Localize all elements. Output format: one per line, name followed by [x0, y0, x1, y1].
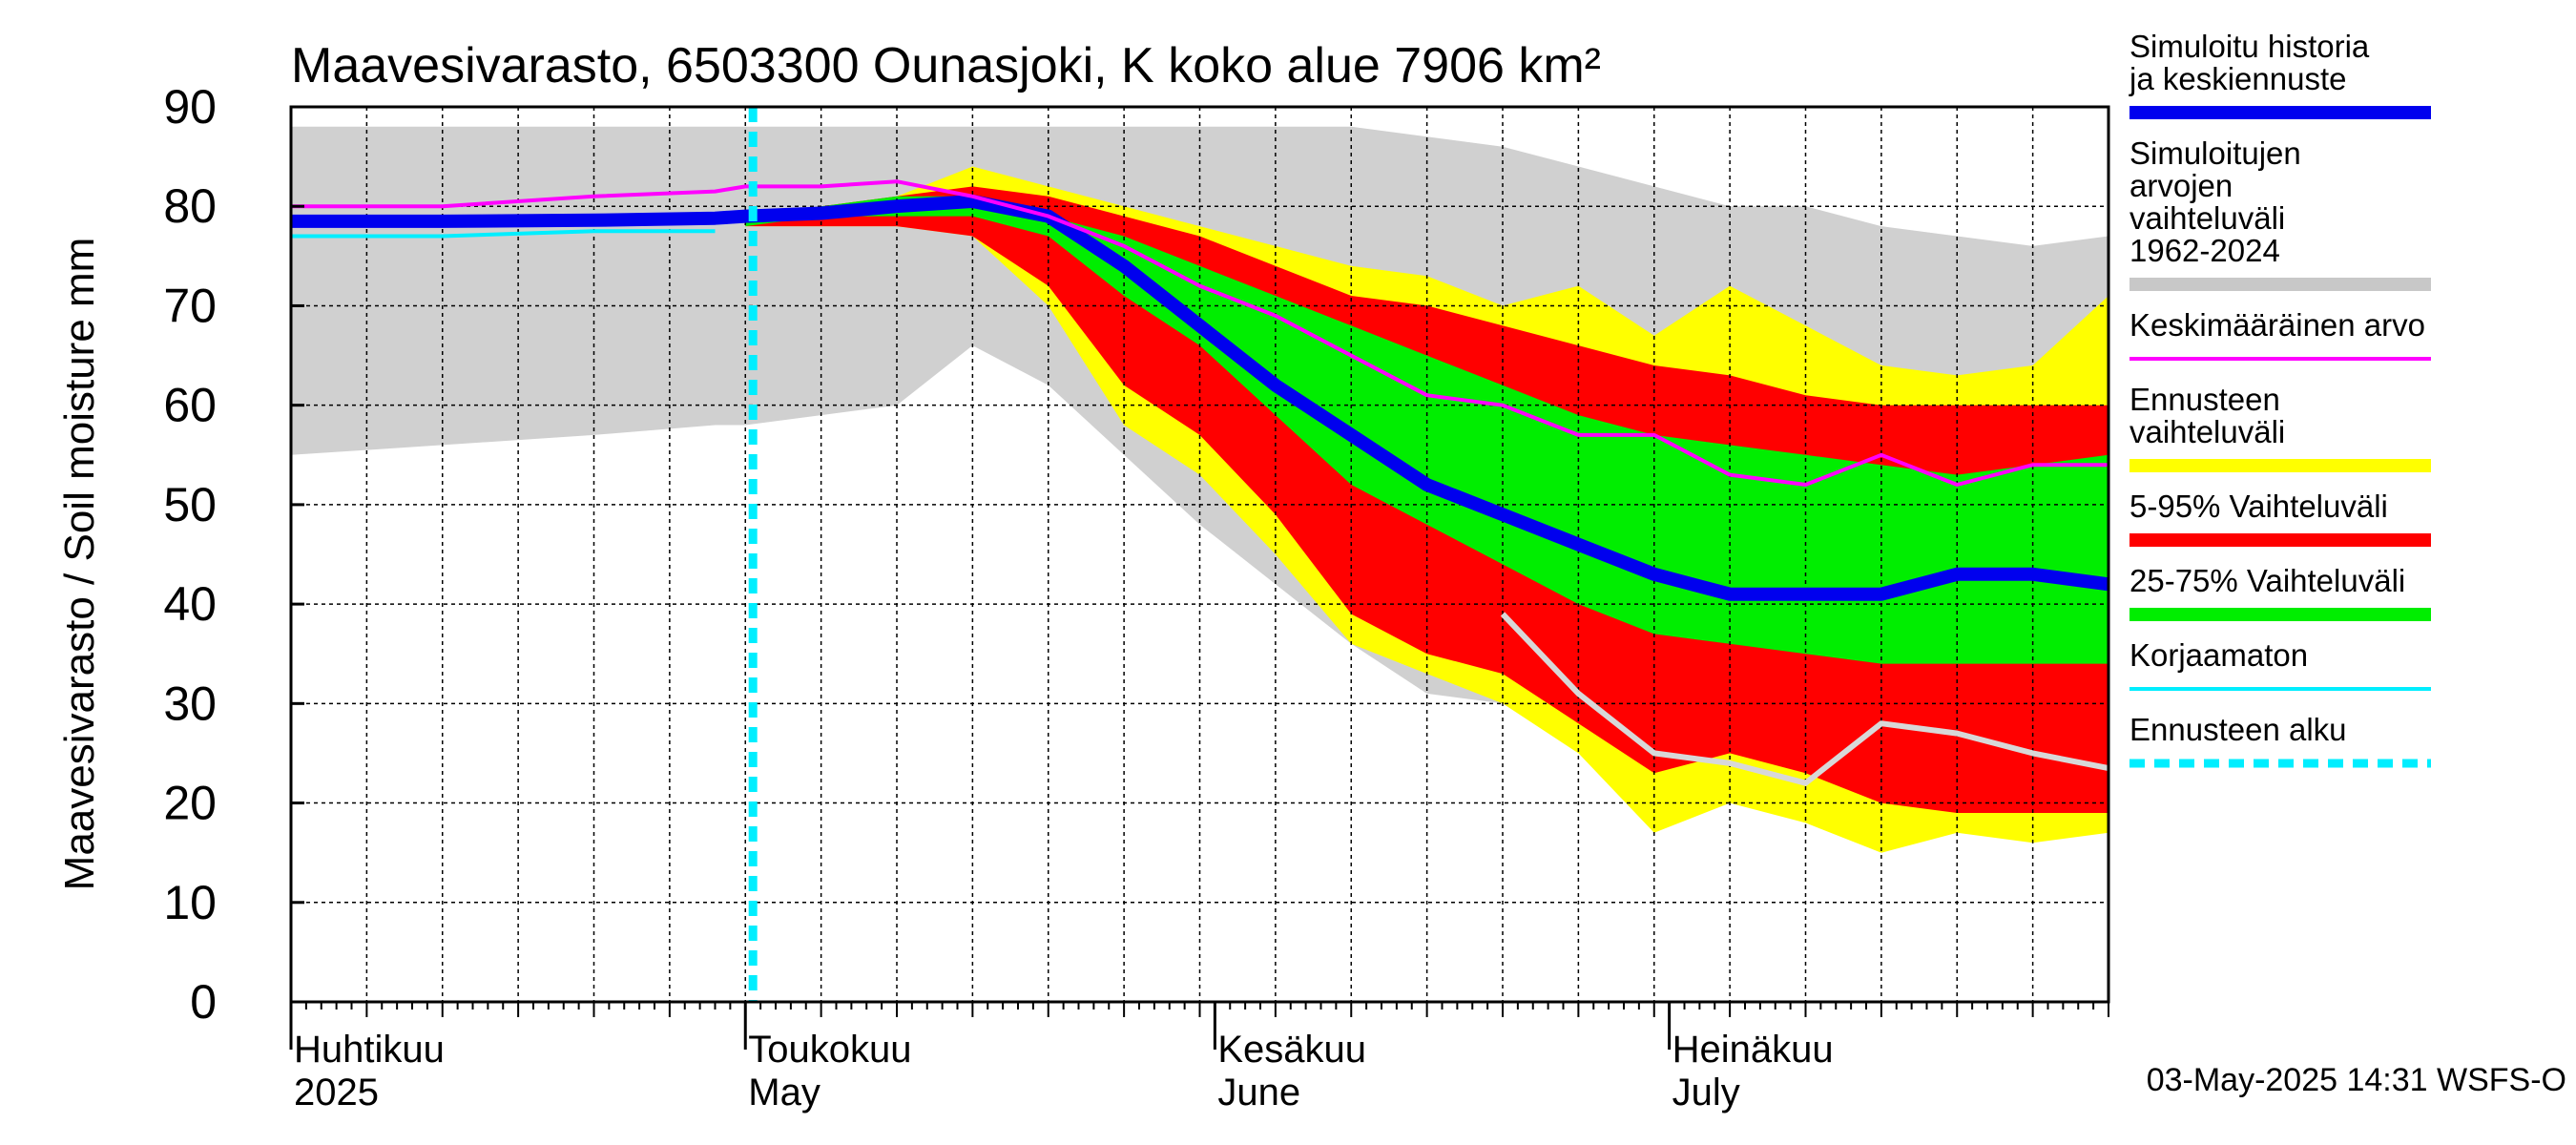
month-label-fi: Huhtikuu	[294, 1029, 445, 1071]
legend-label: 5-95% Vaihteluväli	[2129, 489, 2388, 524]
y-axis-label: Maavesivarasto / Soil moisture mm	[56, 238, 103, 891]
chart-title: Maavesivarasto, 6503300 Ounasjoki, K kok…	[291, 38, 1601, 94]
series-line-2	[291, 229, 716, 239]
y-tick-label: 60	[163, 379, 217, 432]
legend-label: ja keskiennuste	[2129, 61, 2346, 96]
series-line-3	[1500, 612, 2109, 786]
y-tick-label: 0	[190, 975, 217, 1029]
month-label-en: May	[748, 1072, 821, 1114]
y-tick-label: 30	[163, 677, 217, 730]
legend-label: Ennusteen alku	[2129, 712, 2347, 747]
legend-label: 25-75% Vaihteluväli	[2129, 563, 2405, 598]
month-label-en: 2025	[294, 1072, 379, 1114]
legend-label: Simuloitu historia	[2129, 29, 2370, 64]
y-tick-label: 40	[163, 577, 217, 631]
y-tick-label: 50	[163, 478, 217, 531]
timestamp-footer: 03-May-2025 14:31 WSFS-O	[2147, 1062, 2566, 1098]
month-label-fi: Heinäkuu	[1672, 1029, 1834, 1071]
legend-label: 1962-2024	[2129, 233, 2280, 268]
legend-label: arvojen	[2129, 168, 2233, 203]
legend-label: Ennusteen	[2129, 382, 2280, 417]
plot-area	[291, 107, 2109, 1002]
month-label-en: June	[1217, 1072, 1300, 1114]
y-tick-label: 90	[163, 80, 217, 134]
y-tick-label: 70	[163, 279, 217, 332]
legend-label: Korjaamaton	[2129, 637, 2308, 673]
month-label-fi: Toukokuu	[748, 1029, 911, 1071]
legend-label: vaihteluväli	[2129, 414, 2285, 449]
month-label-fi: Kesäkuu	[1217, 1029, 1366, 1071]
series-line-1	[291, 179, 2109, 487]
y-tick-label: 10	[163, 876, 217, 929]
legend-label: Simuloitujen	[2129, 135, 2301, 171]
y-tick-label: 80	[163, 179, 217, 233]
month-label-en: July	[1672, 1072, 1740, 1114]
legend-label: vaihteluväli	[2129, 200, 2285, 236]
series-line-0	[291, 195, 2109, 601]
y-tick-label: 20	[163, 777, 217, 830]
axes: 0102030405060708090Huhtikuu2025ToukokuuM…	[56, 80, 2110, 1114]
legend-label: Keskimääräinen arvo	[2129, 307, 2425, 343]
